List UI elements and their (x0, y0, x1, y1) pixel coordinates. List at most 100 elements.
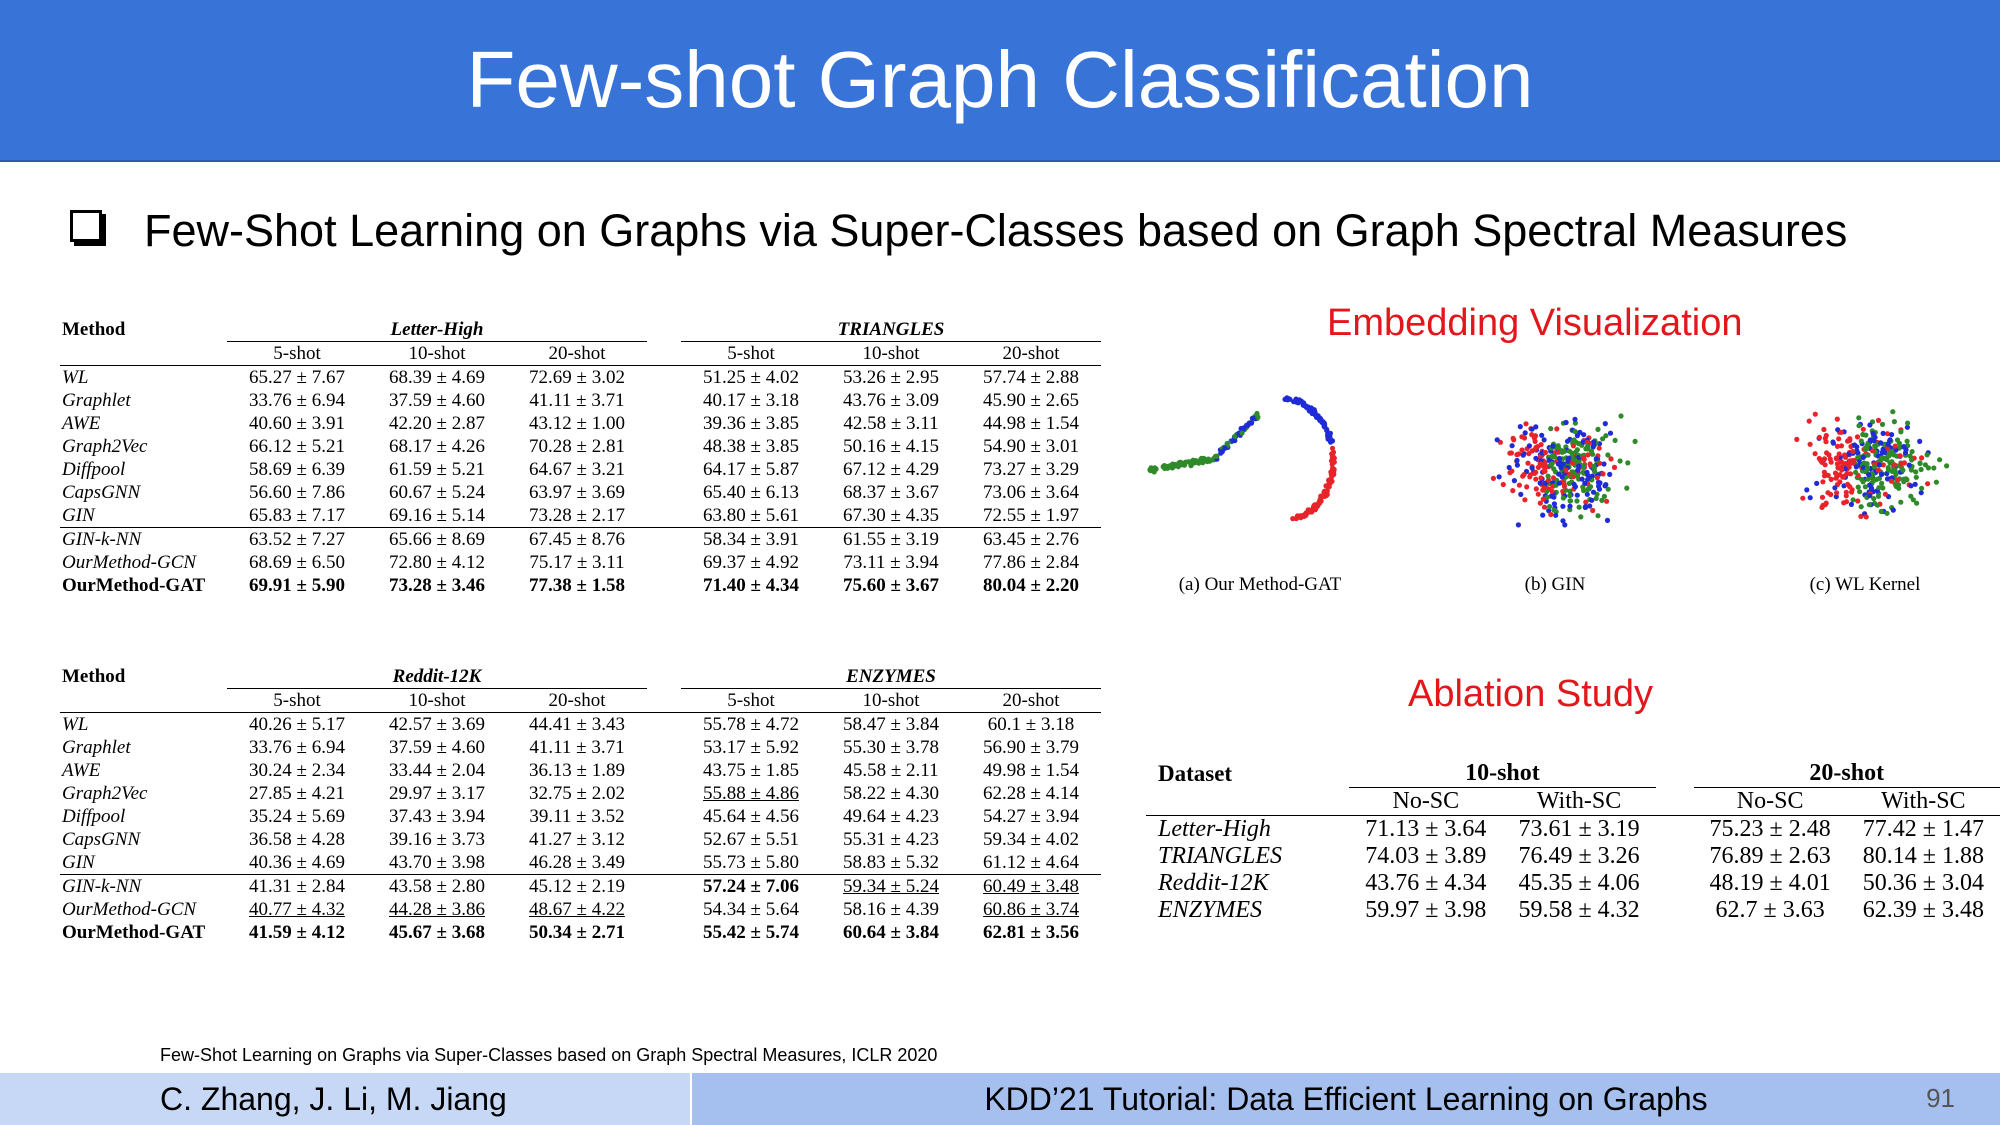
embedding-point (1834, 443, 1841, 449)
embedding-point (1537, 480, 1543, 486)
embedding-point (1544, 488, 1550, 495)
embedding-point (1937, 457, 1943, 463)
embedding-point (1584, 469, 1590, 475)
embedding-point (1587, 503, 1593, 509)
result-cell: 39.36 ± 3.85 (703, 413, 799, 434)
embedding-point (1506, 464, 1512, 471)
checkbox-bullet-icon (70, 210, 102, 242)
result-cell: 44.41 ± 3.43 (529, 714, 625, 735)
embedding-point (1507, 450, 1513, 456)
embedding-point (1832, 485, 1838, 491)
result-cell: 55.31 ± 4.23 (843, 829, 939, 850)
table-row: OurMethod-GCN 68.69 ± 6.50 72.80 ± 4.12 75.… (60, 551, 1101, 574)
embedding-point (1617, 458, 1623, 464)
embedding-point (1566, 480, 1572, 487)
result-cell: 75.17 ± 3.11 (529, 552, 625, 573)
result-cell: 59.34 ± 5.24 (821, 874, 961, 898)
embedding-point (1867, 482, 1873, 488)
embedding-point (1879, 449, 1885, 455)
embedding-point (1521, 472, 1527, 478)
embedding-point (1327, 435, 1333, 441)
result-cell: 42.58 ± 3.11 (843, 413, 939, 434)
result-cell: 30.24 ± 2.34 (249, 760, 345, 781)
result-cell: 45.90 ± 2.65 (983, 390, 1079, 411)
embedding-point (1533, 444, 1539, 450)
result-cell: 37.43 ± 3.94 (389, 806, 485, 827)
embedding-point (1602, 483, 1608, 489)
result-cell: 68.17 ± 4.26 (389, 436, 485, 457)
embedding-point (1917, 438, 1923, 444)
embedding-point (1847, 437, 1853, 443)
embedding-point (1850, 497, 1856, 503)
result-cell: 58.83 ± 5.32 (843, 852, 939, 873)
embedding-point (1303, 403, 1309, 409)
embedding-point (1893, 483, 1899, 489)
result-cell: 49.98 ± 1.54 (983, 760, 1079, 781)
embedding-point (1834, 416, 1840, 422)
embedding-point (1533, 476, 1539, 482)
title-bar: Few-shot Graph Classification (0, 0, 2000, 162)
embedding-point (1574, 498, 1580, 504)
result-cell: 72.55 ± 1.97 (983, 505, 1079, 526)
embedding-point (1898, 499, 1904, 505)
table-row: Graph2Vec 27.85 ± 4.21 29.97 ± 3.17 32.75 ±… (60, 782, 1101, 805)
embedding-point (1909, 457, 1915, 463)
result-cell: 59.34 ± 4.02 (983, 829, 1079, 850)
embedding-point (1241, 425, 1247, 431)
embedding-point (1922, 462, 1928, 468)
result-cell: 39.11 ± 3.52 (529, 806, 625, 827)
result-cell: 62.81 ± 3.56 (983, 922, 1079, 943)
result-cell: 63.80 ± 5.61 (703, 505, 799, 526)
embedding-point (1863, 514, 1869, 520)
result-cell: 48.67 ± 4.22 (529, 899, 625, 920)
embedding-point (1318, 498, 1324, 504)
ablation-cell: 71.13 ± 3.64 (1365, 816, 1487, 842)
embedding-point (1533, 455, 1539, 461)
embedding-point (1511, 478, 1517, 484)
embedding-point (1910, 497, 1916, 503)
embedding-point (1511, 437, 1517, 443)
embedding-point (1604, 498, 1610, 504)
embedding-point (1888, 478, 1894, 484)
embedding-point (1607, 471, 1613, 477)
embedding-point (1581, 432, 1587, 438)
subheader: No-SC (1349, 787, 1503, 816)
result-cell: 45.12 ± 2.19 (507, 874, 647, 898)
embedding-point (1563, 467, 1569, 473)
table-row: Diffpool 35.24 ± 5.69 37.43 ± 3.94 39.11 ± … (60, 805, 1101, 828)
embedding-point (1854, 448, 1860, 454)
result-cell: 53.26 ± 2.95 (843, 367, 939, 388)
embedding-point (1878, 471, 1885, 477)
embedding-point (1577, 429, 1583, 435)
embedding-point (1547, 504, 1553, 510)
result-cell: 60.1 ± 3.18 (987, 714, 1075, 735)
result-cell: 41.27 ± 3.12 (529, 829, 625, 850)
results-table-reddit-enzymes: Method Reddit-12K ENZYMES 5-shot 10-shot… (60, 665, 1101, 944)
embedding-point (1570, 443, 1576, 449)
embedding-point (1320, 418, 1326, 424)
embedding-point (1862, 484, 1868, 490)
embedding-point (1527, 472, 1533, 478)
embedding-point (1794, 436, 1800, 442)
embedding-point (1196, 460, 1202, 466)
embedding-point (1822, 462, 1828, 468)
embedding-point (1884, 476, 1891, 482)
result-cell: 40.60 ± 3.91 (249, 413, 345, 434)
embedding-point (1814, 480, 1820, 486)
table-row: Graph2Vec 66.12 ± 5.21 68.17 ± 4.26 70.28 ±… (60, 435, 1101, 458)
embedding-point (1863, 432, 1869, 438)
embedding-point (1544, 494, 1550, 500)
result-cell: 63.45 ± 2.76 (961, 527, 1101, 551)
result-cell: 36.13 ± 1.89 (529, 760, 625, 781)
shot-header: 20-shot (507, 688, 647, 713)
result-cell: 58.69 ± 6.39 (249, 459, 345, 480)
embedding-point (1895, 477, 1901, 483)
result-cell: 56.60 ± 7.86 (249, 482, 345, 503)
result-cell: 33.44 ± 2.04 (389, 760, 485, 781)
result-cell: 64.17 ± 5.87 (703, 459, 799, 480)
embedding-point (1906, 462, 1912, 468)
embedding-point (1833, 475, 1839, 481)
result-cell: 58.16 ± 4.39 (843, 899, 939, 920)
embedding-point (1855, 484, 1861, 490)
shot-header: 20-shot (507, 341, 647, 366)
